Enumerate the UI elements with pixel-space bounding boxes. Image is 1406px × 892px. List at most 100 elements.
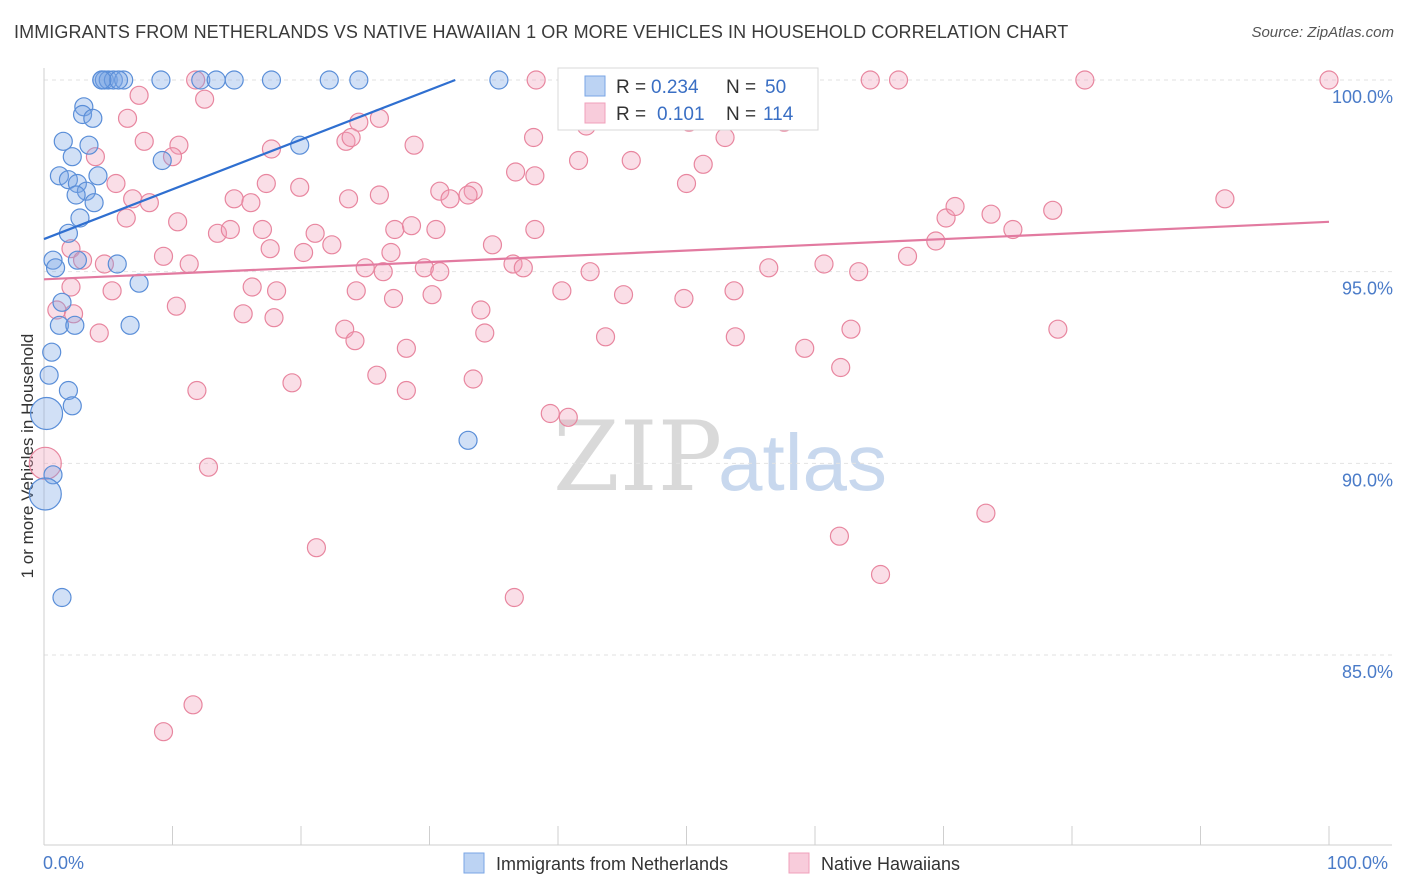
point-hawaiians-26 (505, 162, 526, 182)
y-tick-labels: 85.0% 90.0% 95.0% 100.0% (1332, 87, 1393, 682)
point-netherlands-16 (83, 108, 103, 128)
bottom-legend-label-netherlands: Immigrants from Netherlands (496, 854, 728, 874)
point-hawaiians-36 (676, 173, 697, 194)
point-hawaiians-89 (166, 296, 186, 316)
legend-r-value-hawaiians: 0.101 (657, 104, 705, 125)
point-hawaiians-17 (169, 135, 189, 155)
point-hawaiians-96 (595, 327, 616, 347)
point-hawaiians-81 (613, 285, 634, 305)
point-hawaiians-45 (168, 212, 188, 232)
point-netherlands-31 (43, 250, 63, 270)
point-hawaiians-23 (85, 147, 106, 167)
point-netherlands-9 (261, 70, 282, 90)
point-hawaiians-117 (981, 204, 1001, 224)
point-hawaiians-108 (306, 538, 327, 558)
point-netherlands-28 (84, 193, 104, 213)
point-hawaiians-12 (349, 112, 369, 132)
point-hawaiians-42 (440, 189, 460, 209)
point-hawaiians-91 (264, 308, 284, 328)
point-hawaiians-61 (153, 246, 174, 266)
point-netherlands-21 (152, 150, 172, 171)
y-axis-title: 1 or more Vehicles in Household (18, 334, 37, 579)
point-hawaiians-62 (179, 254, 199, 274)
point-hawaiians-113 (153, 722, 174, 742)
legend-r-label-hawaiians: R = (616, 104, 646, 125)
point-hawaiians-43 (458, 185, 478, 205)
point-hawaiians-9 (117, 108, 138, 128)
watermark-zip: ZIP (553, 401, 722, 513)
point-hawaiians-71 (580, 262, 600, 282)
point-hawaiians-106 (558, 407, 578, 427)
point-hawaiians-70 (513, 258, 533, 278)
point-netherlands-27 (66, 185, 86, 205)
point-hawaiians-30 (256, 173, 276, 194)
point-hawaiians-101 (282, 373, 302, 393)
watermark-atlas: atlas (718, 418, 887, 507)
point-netherlands-37 (49, 315, 70, 335)
point-hawaiians-98 (795, 338, 815, 358)
series-legend: Immigrants from Netherlands Native Hawai… (463, 852, 960, 874)
point-hawaiians-121 (926, 231, 946, 251)
point-hawaiians-39 (224, 189, 244, 209)
y-tick-label-0: 85.0% (1342, 662, 1393, 682)
point-hawaiians-19 (341, 127, 361, 148)
point-netherlands-3 (103, 70, 123, 90)
point-hawaiians-73 (102, 281, 122, 301)
point-hawaiians-5 (888, 70, 909, 90)
point-hawaiians-116 (945, 196, 965, 217)
point-hawaiians-64 (293, 242, 314, 263)
point-hawaiians-123 (849, 262, 869, 282)
point-hawaiians-20 (523, 127, 544, 148)
point-hawaiians-54 (322, 235, 342, 255)
point-hawaiians-24 (162, 147, 183, 167)
legend-n-value-netherlands: 50 (765, 77, 786, 98)
point-hawaiians-16 (134, 131, 154, 151)
point-hawaiians-15 (336, 131, 356, 151)
point-hawaiians-32 (369, 185, 389, 205)
grid-lines (44, 79, 1392, 656)
point-netherlands-38 (65, 315, 85, 335)
point-hawaiians-83 (724, 281, 744, 301)
trend-line-hawaiians (43, 220, 1330, 281)
point-netherlands-43 (62, 396, 82, 416)
point-netherlands-18 (79, 135, 99, 155)
point-netherlands-4 (114, 70, 134, 90)
point-hawaiians-112 (976, 503, 996, 523)
point-hawaiians-59 (72, 250, 93, 270)
point-hawaiians-31 (290, 177, 310, 197)
point-hawaiians-46 (252, 219, 273, 240)
point-hawaiians-99 (831, 357, 851, 378)
point-hawaiians-10 (195, 89, 215, 109)
stats-legend: R = 0.234 N = 50 R = 0.101 N = 114 (557, 67, 819, 131)
point-netherlands-48 (52, 587, 72, 608)
legend-swatch-netherlands (584, 75, 606, 97)
point-hawaiians-29 (693, 154, 713, 174)
point-netherlands-33 (45, 258, 66, 278)
point-hawaiians-0 (186, 70, 206, 90)
y-tick-label-1: 90.0% (1342, 470, 1393, 490)
point-hawaiians-85 (814, 254, 834, 274)
point-hawaiians-100 (187, 380, 207, 401)
point-netherlands-7 (206, 70, 226, 90)
point-hawaiians-8 (129, 85, 149, 105)
point-hawaiians-21 (715, 127, 735, 148)
point-hawaiians-68 (430, 262, 450, 282)
point-netherlands-2 (98, 70, 118, 90)
point-hawaiians-7 (1319, 70, 1339, 90)
point-hawaiians-119 (1043, 200, 1063, 220)
bottom-legend-swatch-hawaiians (788, 852, 810, 874)
point-netherlands-11 (349, 70, 369, 90)
point-netherlands-36 (52, 292, 72, 312)
point-netherlands-25 (88, 166, 108, 186)
point-hawaiians-57 (482, 235, 503, 255)
point-netherlands-6 (191, 70, 211, 90)
y-tick-label-2: 95.0% (1342, 279, 1393, 299)
point-hawaiians-82 (674, 288, 694, 309)
point-hawaiians-1 (526, 70, 546, 90)
point-netherlands-5 (151, 70, 171, 90)
point-hawaiians-4 (860, 70, 880, 90)
point-netherlands-47 (28, 477, 62, 511)
point-hawaiians-125 (1048, 319, 1068, 339)
point-hawaiians-105 (540, 403, 560, 424)
